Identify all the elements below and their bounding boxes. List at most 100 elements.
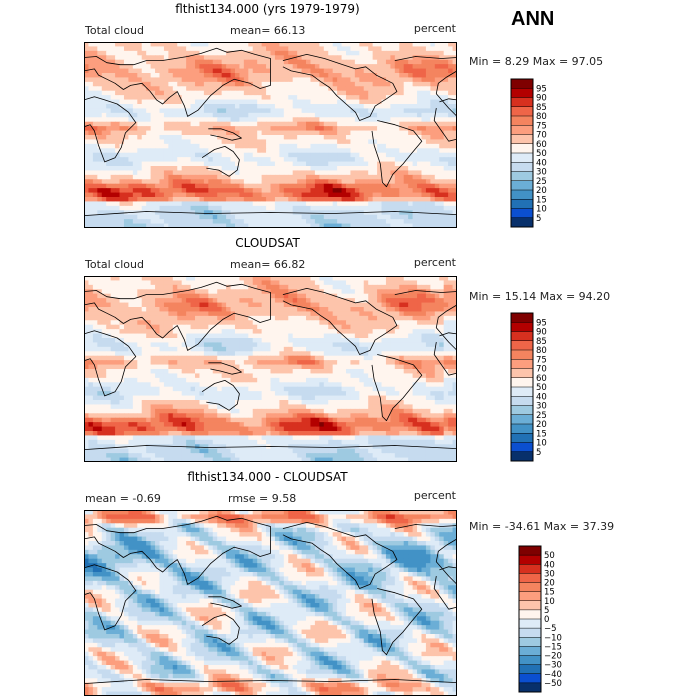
- colorbar-tick-label: 5: [536, 448, 541, 458]
- colorbar-tick-label: 75: [536, 355, 547, 365]
- colorbar-tick-label: 30: [536, 168, 547, 178]
- colorbar-tick-label: 40: [544, 560, 555, 570]
- colorbar-tick-label: −15: [544, 642, 562, 652]
- colorbar-tick-label: 85: [536, 103, 547, 113]
- colorbar-swatch: [511, 414, 533, 425]
- panel-1-title: flthist134.000 (yrs 1979-1979): [175, 2, 360, 16]
- colorbar-tick-label: 40: [536, 158, 547, 168]
- colorbar-tick-label: 70: [536, 365, 547, 375]
- colorbar-tick-label: 75: [536, 121, 547, 131]
- colorbar-tick-label: 5: [544, 606, 549, 616]
- coastline: [282, 54, 398, 121]
- coastlines: [84, 47, 457, 216]
- coastline: [394, 56, 457, 117]
- colorbar-swatch: [511, 134, 533, 145]
- colorbar-swatch: [511, 199, 533, 209]
- colorbar-tick-label: 15: [536, 429, 547, 439]
- panel-1-mean-label: mean= 66.13: [230, 24, 306, 37]
- coastline: [394, 524, 457, 585]
- colorbar-tick-label: 60: [536, 140, 547, 150]
- panel-1-units-label: percent: [413, 22, 456, 35]
- colorbar-swatch: [511, 433, 533, 443]
- colorbar-tick-label: 0: [544, 615, 549, 625]
- colorbar-swatch: [511, 143, 533, 154]
- coastline: [433, 332, 457, 376]
- colorbar-tick-label: 10: [544, 597, 555, 607]
- colorbar-tick-label: −20: [544, 652, 562, 662]
- panel-3-units-label: percent: [413, 489, 456, 502]
- colorbar-swatch: [511, 322, 533, 332]
- panel-1-map: [84, 42, 457, 228]
- panel-3-mean-label: mean = -0.69: [85, 492, 161, 505]
- colorbar-tick-label: 20: [536, 420, 547, 430]
- colorbar-tick-label: 10: [536, 205, 547, 215]
- coastline: [84, 330, 137, 397]
- colorbar-swatch: [511, 331, 533, 342]
- colorbar-swatch: [511, 387, 533, 397]
- colorbar-tick-label: 25: [536, 177, 547, 187]
- coastline: [201, 146, 240, 177]
- colorbar-tick-label: 95: [536, 318, 547, 328]
- colorbar-tick-label: 80: [536, 112, 547, 122]
- colorbar-tick-label: −10: [544, 633, 562, 643]
- colorbar-swatch: [519, 582, 541, 593]
- panel-3-map: [84, 510, 457, 696]
- colorbar-tick-label: 95: [536, 84, 547, 94]
- coastline: [84, 96, 137, 163]
- panel-2-variable-label: Total cloud: [85, 258, 144, 271]
- colorbar-swatch: [519, 591, 541, 602]
- panel-2-title: CLOUDSAT: [235, 236, 300, 250]
- coastline: [282, 288, 398, 355]
- coastline: [371, 120, 423, 188]
- panel-1-minmax: Min = 8.29 Max = 97.05: [469, 55, 604, 68]
- colorbar-swatch: [519, 555, 541, 565]
- colorbar-swatch: [511, 190, 533, 200]
- colorbar-swatch: [511, 180, 533, 191]
- coastlines: [84, 515, 457, 684]
- colorbar-swatch: [511, 442, 533, 453]
- colorbar-tick-label: −30: [544, 661, 562, 671]
- colorbar-tick-label: 15: [544, 588, 555, 598]
- coastline: [84, 564, 137, 631]
- contour-field: [84, 276, 457, 462]
- colorbar-tick-label: 50: [536, 383, 547, 393]
- coastline: [208, 596, 242, 609]
- coastline: [282, 522, 398, 589]
- colorbar-tick-label: 85: [536, 337, 547, 347]
- colorbar-swatch: [511, 153, 533, 163]
- colorbar-tick-label: 70: [536, 131, 547, 141]
- panel-2-units-label: percent: [413, 256, 456, 269]
- colorbar-swatch: [511, 313, 533, 323]
- colorbar-swatch: [519, 600, 541, 611]
- colorbar-swatch: [511, 88, 533, 98]
- colorbar-tick-label: 20: [544, 579, 555, 589]
- colorbar-swatch: [511, 162, 533, 172]
- coastline: [433, 566, 457, 610]
- colorbar-tick-label: 90: [536, 328, 547, 338]
- colorbar-swatch: [511, 405, 533, 416]
- coastline: [433, 98, 457, 142]
- colorbar-swatch: [511, 451, 533, 462]
- coastline: [84, 515, 271, 585]
- colorbar-tick-label: 5: [536, 214, 541, 224]
- colorbar-swatch: [519, 609, 541, 620]
- colorbar-swatch: [511, 208, 533, 219]
- colorbar-swatch: [511, 106, 533, 117]
- coastline: [84, 281, 271, 351]
- colorbar-tick-label: 30: [544, 569, 555, 579]
- panel-2-mean-label: mean= 66.82: [230, 258, 306, 271]
- map-frame: [84, 510, 457, 696]
- coastline: [371, 588, 423, 656]
- colorbar-swatch: [511, 116, 533, 126]
- panel-3-rmse-label: rmse = 9.58: [228, 492, 297, 505]
- colorbar-tick-label: 15: [536, 195, 547, 205]
- colorbar-tick-label: −50: [544, 679, 562, 689]
- colorbar-tick-label: 30: [536, 402, 547, 412]
- map-frame: [84, 276, 457, 462]
- coastline: [394, 290, 457, 351]
- panel-3-title: flthist134.000 - CLOUDSAT: [187, 470, 348, 484]
- map-frame: [84, 42, 457, 228]
- colorbar-swatch: [519, 655, 541, 666]
